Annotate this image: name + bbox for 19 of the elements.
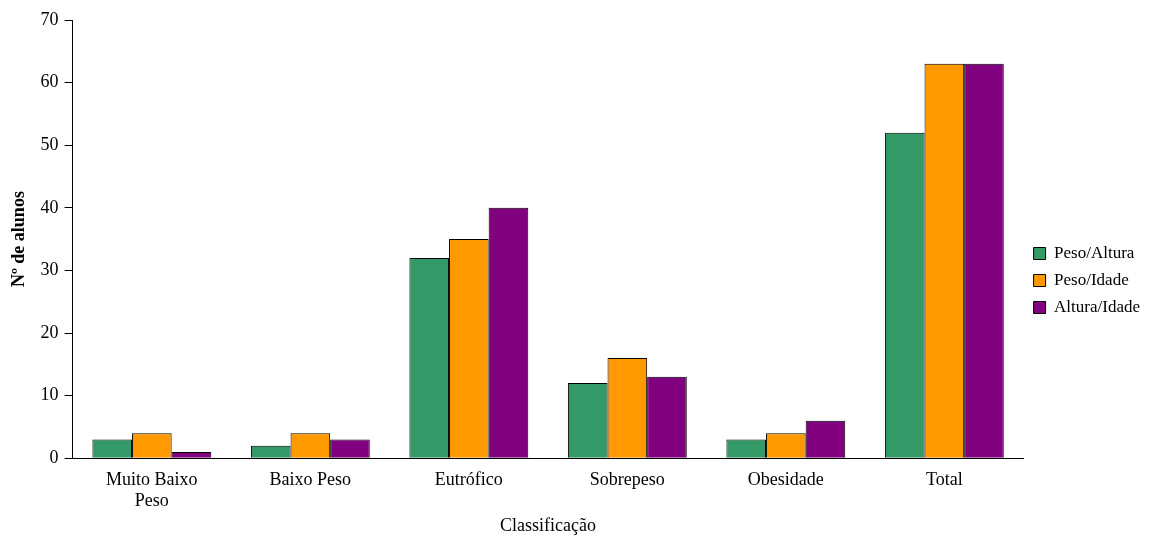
x-axis-title: Classificação (500, 514, 597, 535)
x-tick-label: Eutrófico (434, 468, 503, 489)
x-tick-label: Muito Baixo Peso (106, 468, 198, 511)
legend-label: Altura/Idade (1054, 296, 1140, 316)
y-tick-label: 20 (40, 321, 59, 342)
y-tick-label: 30 (40, 259, 59, 280)
y-tick-label: 10 (40, 384, 59, 405)
y-tick-label: 60 (40, 71, 59, 92)
y-tick-label: 70 (40, 8, 59, 29)
y-tick-label: 0 (49, 446, 59, 467)
x-tick-label: Baixo Peso (269, 468, 352, 489)
y-tick-label: 50 (40, 133, 59, 154)
legend-label: Peso/Altura (1054, 242, 1135, 262)
y-tick-label: 40 (40, 196, 59, 217)
legend-label: Peso/Idade (1054, 269, 1129, 289)
x-tick-label: Total (925, 468, 963, 489)
x-tick-label: Sobrepeso (589, 468, 665, 489)
x-tick-label: Obesidade (747, 468, 824, 489)
y-axis-title: Nº de alunos (8, 191, 29, 288)
